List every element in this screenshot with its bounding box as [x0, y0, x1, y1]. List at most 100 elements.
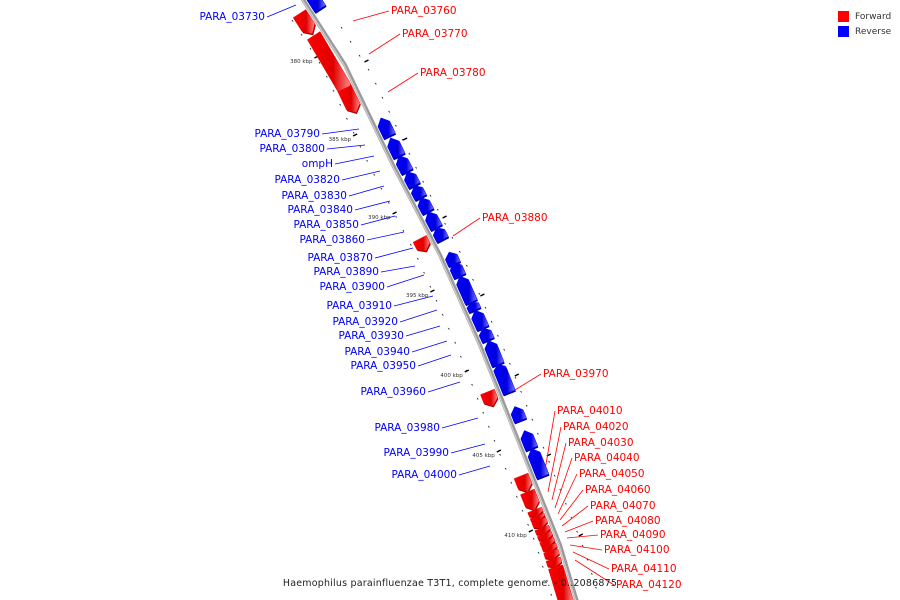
- gene-label-para-04060[interactable]: PARA_04060: [585, 484, 651, 496]
- leader-line-para-04090: [566, 534, 599, 539]
- gene-label-para-03990[interactable]: PARA_03990: [383, 447, 449, 459]
- minor-tick: [436, 208, 439, 211]
- scale-tick-mark: [352, 133, 358, 137]
- gene-arrow-para-03760[interactable]: [292, 9, 316, 34]
- gene-label-para-04010[interactable]: PARA_04010: [557, 405, 623, 417]
- leader-line-para-04050: [557, 473, 578, 515]
- gene-arrow-para-04050[interactable]: [531, 516, 548, 529]
- gene-label-para-03960[interactable]: PARA_03960: [360, 386, 426, 398]
- scale-tick-mark: [480, 293, 485, 297]
- gene-arrow-para-04020[interactable]: [520, 488, 540, 511]
- gene-label-para-03930[interactable]: PARA_03930: [338, 330, 404, 342]
- gene-label-para-04110[interactable]: PARA_04110: [611, 563, 677, 575]
- gene-arrow-para-03860[interactable]: [432, 227, 449, 243]
- gene-label-para-03840[interactable]: PARA_03840: [287, 204, 353, 216]
- gene-arrow-para-04040[interactable]: [529, 512, 546, 522]
- minor-tick: [291, 19, 294, 22]
- gene-label-para-03890[interactable]: PARA_03890: [313, 266, 379, 278]
- gene-arrow-para-03990[interactable]: [520, 430, 539, 452]
- legend-item-reverse: Reverse: [838, 24, 891, 39]
- gene-arrow-para-04080[interactable]: [539, 536, 556, 547]
- scale-tick-mark: [430, 289, 435, 293]
- leader-line-para-04080: [564, 520, 594, 533]
- gene-label-para-03950[interactable]: PARA_03950: [350, 360, 416, 372]
- gene-arrow-para-03830[interactable]: [410, 185, 427, 201]
- gene-label-para-03730[interactable]: PARA_03730: [199, 11, 265, 23]
- gene-arrow-para-04010[interactable]: [513, 472, 533, 493]
- gene-arrow-para-04070[interactable]: [536, 530, 554, 541]
- leader-line-para-04070: [561, 505, 589, 527]
- gene-label-para-04030[interactable]: PARA_04030: [568, 437, 634, 449]
- gene-label-para-04070[interactable]: PARA_04070: [590, 500, 656, 512]
- legend-label-reverse: Reverse: [855, 26, 892, 37]
- gene-label-para-04090[interactable]: PARA_04090: [600, 529, 666, 541]
- gene-arrow-para-03780[interactable]: [337, 84, 361, 113]
- gene-label-para-03940[interactable]: PARA_03940: [344, 346, 410, 358]
- gene-label-para-03790[interactable]: PARA_03790: [254, 128, 320, 140]
- gene-label-para-04080[interactable]: PARA_04080: [595, 515, 661, 527]
- gene-label-para-04120[interactable]: PARA_04120: [616, 579, 682, 591]
- gene-label-para-04020[interactable]: PARA_04020: [563, 421, 629, 433]
- gene-label-para-04040[interactable]: PARA_04040: [574, 452, 640, 464]
- gene-arrow-omph[interactable]: [395, 155, 414, 175]
- gene-label-para-03980[interactable]: PARA_03980: [374, 422, 440, 434]
- gene-arrow-para-04110[interactable]: [545, 556, 563, 568]
- gene-label-omph[interactable]: ompH: [302, 158, 333, 170]
- gene-arrow-para-04000[interactable]: [527, 448, 550, 480]
- leader-line-para-03960: [427, 381, 461, 393]
- gene-label-para-03920[interactable]: PARA_03920: [332, 316, 398, 328]
- gene-arrow-para-03790[interactable]: [377, 117, 396, 140]
- label-leader-lines: [266, 4, 615, 586]
- gene-label-para-03910[interactable]: PARA_03910: [326, 300, 392, 312]
- gene-label-para-04100[interactable]: PARA_04100: [604, 544, 670, 556]
- gene-arrow-para-04060[interactable]: [534, 524, 551, 535]
- leader-line-para-04010: [543, 410, 556, 477]
- gene-arrow-para-03820[interactable]: [404, 171, 421, 189]
- minor-tick: [441, 313, 444, 316]
- gene-label-para-03820[interactable]: PARA_03820: [274, 174, 340, 186]
- gene-label-para-04000[interactable]: PARA_04000: [391, 469, 457, 481]
- gene-arrow-para-03890[interactable]: [449, 261, 467, 280]
- gene-arrow-para-04100[interactable]: [543, 548, 560, 560]
- gene-arrow-para-03970[interactable]: [480, 388, 499, 407]
- gene-arrow-para-03930[interactable]: [478, 327, 495, 344]
- gene-arrow-para-04030[interactable]: [527, 506, 544, 517]
- gene-label-para-03900[interactable]: PARA_03900: [319, 281, 385, 293]
- gene-label-para-03800[interactable]: PARA_03800: [259, 143, 325, 155]
- gene-arrow-para-04120[interactable]: [548, 564, 574, 600]
- gene-arrow-para-03850[interactable]: [425, 211, 443, 231]
- minor-tick: [595, 586, 597, 589]
- gene-arrow-para-03910[interactable]: [466, 301, 482, 314]
- leader-line-para-03900: [386, 274, 425, 288]
- gene-label-para-03880[interactable]: PARA_03880: [482, 212, 548, 224]
- minor-tick: [387, 201, 390, 204]
- minor-tick: [586, 558, 589, 561]
- gene-label-para-03780[interactable]: PARA_03780: [420, 67, 486, 79]
- gene-arrow-para-03900[interactable]: [456, 275, 478, 306]
- gene-label-para-03850[interactable]: PARA_03850: [293, 219, 359, 231]
- minor-tick: [503, 348, 506, 351]
- gene-label-para-03760[interactable]: PARA_03760: [391, 5, 457, 17]
- gene-arrow-para-03980[interactable]: [510, 406, 527, 424]
- gene-arrow-para-03840[interactable]: [417, 197, 435, 215]
- scale-tick-mark: [442, 215, 447, 219]
- gene-arrow-para-03880[interactable]: [412, 235, 431, 252]
- gene-label-para-03970[interactable]: PARA_03970: [543, 368, 609, 380]
- gene-label-para-03770[interactable]: PARA_03770: [402, 28, 468, 40]
- gene-arrow-para-03920[interactable]: [471, 309, 490, 332]
- gene-arrow-para-03940[interactable]: [484, 340, 505, 368]
- leader-line-para-04030: [551, 442, 567, 501]
- scale-ticks: 380 kbp 385 kbp 390 kbp 395 kbp 400 kbp 405 k…: [290, 55, 584, 539]
- gene-arrow-para-03800[interactable]: [387, 137, 406, 160]
- minor-tick: [510, 481, 513, 484]
- leader-line-para-03800: [326, 144, 366, 150]
- gene-label-para-03860[interactable]: PARA_03860: [299, 234, 365, 246]
- gene-arrow-para-03960[interactable]: [494, 364, 516, 396]
- minor-tick: [325, 75, 328, 78]
- gene-arrow-para-04090[interactable]: [541, 542, 558, 552]
- gene-arrow-para-03730[interactable]: [306, 0, 327, 13]
- gene-label-para-04050[interactable]: PARA_04050: [579, 468, 645, 480]
- minor-tick: [508, 362, 511, 365]
- gene-label-para-03870[interactable]: PARA_03870: [307, 252, 373, 264]
- gene-label-para-03830[interactable]: PARA_03830: [281, 190, 347, 202]
